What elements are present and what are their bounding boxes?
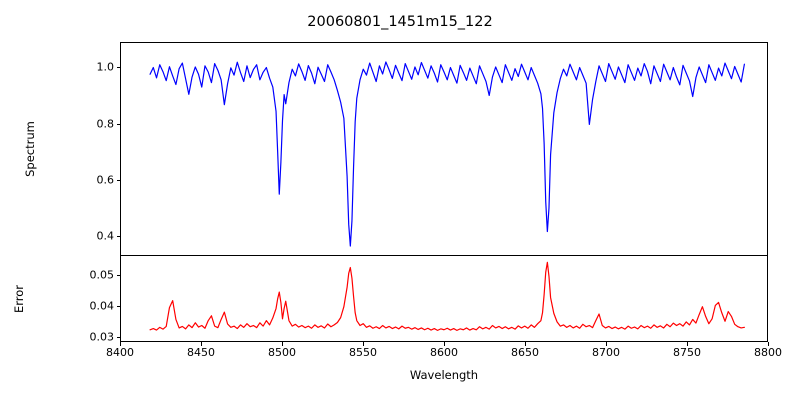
- figure-title: 20060801_1451m15_122: [307, 14, 493, 30]
- x-tick-5: 8650: [511, 346, 539, 359]
- spectrum-data-line: [150, 62, 744, 246]
- x-tick-mark-5: [525, 342, 527, 346]
- x-tick-mark-4: [444, 342, 446, 346]
- x-tick-8: 8800: [754, 346, 782, 359]
- spectrum-y-tick-3: 1.0: [96, 60, 115, 74]
- x-tick-3: 8550: [349, 346, 377, 359]
- x-tick-mark-7: [687, 342, 689, 346]
- error-y-tick-mark-0: [116, 337, 120, 339]
- x-axis-label: Wavelength: [409, 368, 479, 382]
- x-tick-1: 8450: [187, 346, 215, 359]
- spectrum-series-svg: [121, 43, 767, 255]
- x-tick-mark-1: [201, 342, 203, 346]
- spectrum-y-tick-mark-3: [116, 67, 120, 69]
- error-y-tick-mark-1: [116, 306, 120, 308]
- error-y-tick-1: 0.04: [89, 299, 115, 313]
- spectrum-y-tick-mark-0: [116, 236, 120, 238]
- error-series-svg: [121, 256, 767, 341]
- x-tick-7: 8750: [673, 346, 701, 359]
- error-y-tick-mark-2: [116, 275, 120, 277]
- spectrum-y-tick-mark-1: [116, 179, 120, 182]
- error-plot-panel: [120, 255, 768, 342]
- error-data-line: [150, 262, 744, 330]
- error-y-tick-2: 0.05: [89, 268, 115, 282]
- x-tick-mark-3: [363, 342, 365, 346]
- x-tick-0: 8400: [106, 346, 134, 359]
- x-tick-mark-6: [606, 342, 608, 346]
- error-y-tick-0: 0.03: [89, 330, 115, 344]
- x-tick-mark-8: [768, 342, 770, 346]
- spectrum-y-tick-0: 0.4: [96, 229, 115, 243]
- x-tick-4: 8600: [430, 346, 458, 359]
- spectrum-y-tick-1: 0.6: [96, 173, 115, 187]
- error-y-axis-label: Error: [12, 284, 26, 314]
- spectrum-y-tick-2: 0.8: [96, 117, 115, 131]
- x-tick-mark-2: [282, 342, 284, 346]
- x-tick-mark-0: [120, 342, 122, 346]
- spectrum-y-tick-mark-2: [116, 123, 120, 125]
- x-tick-6: 8700: [592, 346, 620, 359]
- spectrum-y-axis-label: Spectrum: [23, 121, 37, 177]
- spectrum-plot-panel: [120, 42, 768, 256]
- x-tick-2: 8500: [268, 346, 296, 359]
